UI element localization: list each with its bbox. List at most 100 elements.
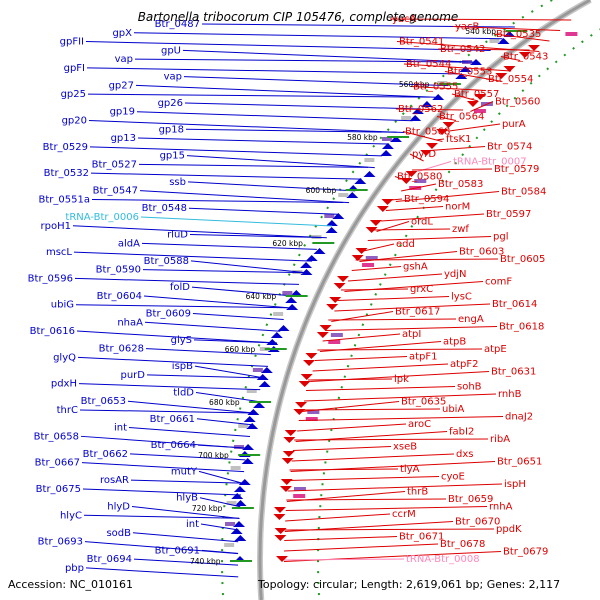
right-gene-label[interactable]: Btr_0584	[501, 187, 546, 198]
left-gene-label[interactable]: Btr_0664	[151, 440, 196, 451]
left-gene-label[interactable]: gpU	[161, 45, 181, 56]
left-gene-label[interactable]: aldA	[118, 238, 140, 249]
left-gene-label[interactable]: sodB	[106, 528, 131, 539]
right-gene-label[interactable]: ydjN	[444, 269, 467, 280]
right-gene-label[interactable]: Btr_0671	[399, 532, 444, 543]
right-gene-label[interactable]: Btr_0579	[494, 164, 539, 175]
left-gene-label[interactable]: Btr_0551a	[39, 194, 90, 205]
left-gene-label[interactable]: ispB	[172, 361, 193, 372]
left-gene-label[interactable]: int	[114, 423, 127, 434]
right-gene-label[interactable]: Btr_0603	[459, 247, 504, 258]
right-gene-label[interactable]: Btr_0562	[398, 104, 443, 115]
right-gene-label[interactable]: Btr_0605	[500, 254, 545, 265]
left-gene-label[interactable]: gp25	[61, 89, 86, 100]
right-gene-label[interactable]: atpE	[484, 344, 507, 355]
left-gene-label[interactable]: Btr_0675	[36, 484, 81, 495]
right-gene-label[interactable]: Btr_0617	[395, 307, 440, 318]
right-gene-label[interactable]: lpk	[394, 374, 409, 385]
right-gene-label[interactable]: ispH	[504, 479, 526, 490]
left-gene-label[interactable]: gp26	[158, 98, 183, 109]
right-gene-label[interactable]: ribA	[490, 434, 510, 445]
right-gene-label[interactable]: Btr_0679	[503, 547, 548, 558]
left-gene-label[interactable]: Btr_0588	[144, 256, 189, 267]
right-gene-label[interactable]: atpF2	[450, 359, 479, 370]
right-gene-label[interactable]: Btr_0583	[438, 179, 483, 190]
right-gene-label[interactable]: purA	[502, 119, 526, 130]
left-gene-label[interactable]: tRNA-Btr_0006	[65, 212, 139, 223]
right-gene-label[interactable]: atpF1	[409, 352, 438, 363]
left-gene-label[interactable]: hlyD	[107, 501, 130, 512]
left-gene-label[interactable]: Btr_0691	[155, 545, 200, 556]
right-gene-label[interactable]: lysC	[451, 292, 472, 303]
right-gene-label[interactable]: Btr_0544	[406, 59, 451, 70]
right-gene-label[interactable]: yacA	[392, 14, 417, 25]
right-gene-label[interactable]: pgl	[493, 232, 508, 243]
right-gene-label[interactable]: Btr_0580	[397, 172, 442, 183]
left-gene-label[interactable]: gp27	[109, 80, 134, 91]
right-gene-label[interactable]: ppdK	[496, 524, 522, 535]
left-gene-label[interactable]: tldD	[173, 387, 194, 398]
right-gene-label[interactable]: Btr_0564	[439, 112, 484, 123]
right-gene-label[interactable]: Btr_0560	[495, 97, 540, 108]
left-gene-label[interactable]: Btr_0667	[35, 458, 80, 469]
left-gene-label[interactable]: rosAR	[100, 475, 129, 486]
left-gene-label[interactable]: Btr_0653	[81, 396, 126, 407]
right-gene-label[interactable]: aroC	[408, 419, 431, 430]
left-gene-label[interactable]: Btr_0616	[30, 326, 75, 337]
right-gene-label[interactable]: comF	[485, 277, 512, 288]
right-gene-label[interactable]: rnhA	[489, 502, 513, 513]
left-gene-label[interactable]: Btr_0532	[44, 168, 89, 179]
right-gene-label[interactable]: yacB	[455, 22, 480, 33]
right-gene-label[interactable]: ftsK1	[446, 134, 471, 145]
left-gene-label[interactable]: Btr_0661	[150, 414, 195, 425]
left-gene-label[interactable]: Btr_0548	[142, 203, 187, 214]
left-gene-label[interactable]: vap	[164, 72, 182, 83]
left-gene-label[interactable]: Btr_0662	[83, 449, 128, 460]
left-gene-label[interactable]: ubiG	[51, 300, 74, 311]
right-gene-label[interactable]: Btr_0554	[488, 74, 533, 85]
left-gene-label[interactable]: Btr_0590	[96, 265, 141, 276]
left-gene-label[interactable]: rluD	[167, 230, 188, 241]
right-gene-label[interactable]: ccrM	[392, 509, 416, 520]
left-gene-label[interactable]: gp19	[110, 107, 135, 118]
left-gene-label[interactable]: Btr_0527	[92, 159, 137, 170]
right-gene-label[interactable]: fabI2	[449, 427, 474, 438]
right-gene-label[interactable]: edd	[396, 239, 415, 250]
right-gene-label[interactable]: Btr_0568	[405, 127, 450, 138]
right-gene-label[interactable]: thrB	[407, 487, 428, 498]
right-gene-label[interactable]: Btr_0541	[399, 37, 444, 48]
left-gene-label[interactable]: Btr_0604	[97, 291, 142, 302]
right-gene-label[interactable]: dxs	[456, 449, 473, 460]
left-gene-label[interactable]: glyS	[171, 335, 192, 346]
right-gene-label[interactable]: tlyA	[400, 464, 420, 475]
left-gene-label[interactable]: gpFII	[60, 37, 84, 48]
left-gene-label[interactable]: Btr_0694	[87, 554, 132, 565]
left-gene-label[interactable]: Btr_0529	[43, 142, 88, 153]
right-gene-label[interactable]: atpB	[443, 337, 466, 348]
right-gene-label[interactable]: sohB	[457, 382, 482, 393]
right-gene-label[interactable]: Btr_0614	[492, 299, 537, 310]
right-gene-label[interactable]: pyrD	[412, 149, 436, 160]
left-gene-label[interactable]: pdxH	[51, 379, 77, 390]
left-gene-label[interactable]: Btr_0596	[28, 273, 73, 284]
right-gene-label[interactable]: Btr_0678	[440, 539, 485, 550]
right-gene-label[interactable]: Btr_0542	[440, 44, 485, 55]
left-gene-label[interactable]: vap	[115, 54, 133, 65]
right-gene-label[interactable]: Btr_0635	[401, 397, 446, 408]
right-gene-label[interactable]: norM	[445, 202, 470, 213]
left-gene-label[interactable]: rpoH1	[41, 221, 71, 232]
right-gene-label[interactable]: dnaJ2	[505, 412, 533, 423]
right-gene-label[interactable]: atpI	[402, 329, 421, 340]
left-gene-label[interactable]: Btr_0487	[155, 19, 200, 30]
right-gene-label[interactable]: tRNA-Btr_0007	[453, 157, 527, 168]
right-gene-label[interactable]: rnhB	[498, 389, 522, 400]
left-gene-label[interactable]: pbp	[65, 563, 84, 574]
left-gene-label[interactable]: ssb	[169, 177, 186, 188]
right-gene-label[interactable]: Btr_0535	[496, 29, 541, 40]
left-gene-label[interactable]: mscL	[46, 247, 72, 258]
left-gene-label[interactable]: Btr_0693	[38, 537, 83, 548]
left-gene-label[interactable]: mutY	[171, 466, 198, 477]
right-gene-label[interactable]: Btr_0594	[404, 194, 449, 205]
left-gene-label[interactable]: Btr_0658	[34, 431, 79, 442]
right-gene-label[interactable]: Btr_0659	[448, 494, 493, 505]
